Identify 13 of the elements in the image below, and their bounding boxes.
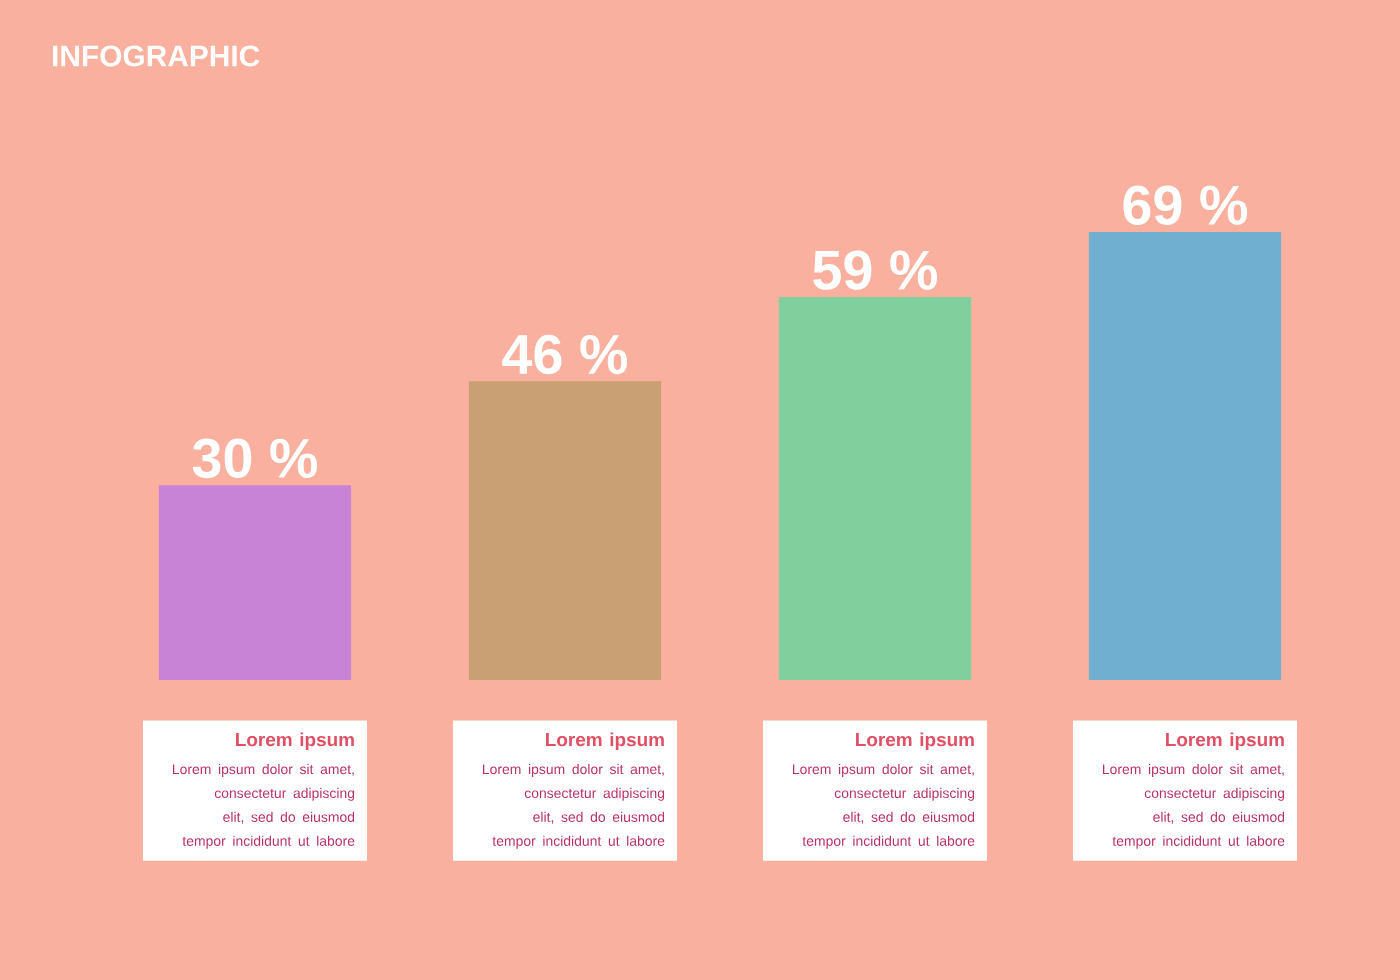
bar	[778, 296, 972, 680]
bar	[158, 485, 352, 680]
bar	[468, 381, 662, 680]
text: Lorem ipsum	[546, 732, 664, 751]
data-label: 59 %	[813, 250, 938, 290]
data-label: 46 %	[502, 334, 628, 375]
chart-title: INFOGRAPHIC	[53, 45, 260, 67]
bar	[1088, 232, 1282, 680]
data-label: 69 %	[1123, 185, 1248, 225]
text: Lorem ipsum	[236, 732, 354, 751]
text: Lorem ipsum	[856, 732, 974, 751]
text: Lorem ipsum	[1166, 732, 1284, 751]
data-label: 30 %	[192, 438, 318, 479]
